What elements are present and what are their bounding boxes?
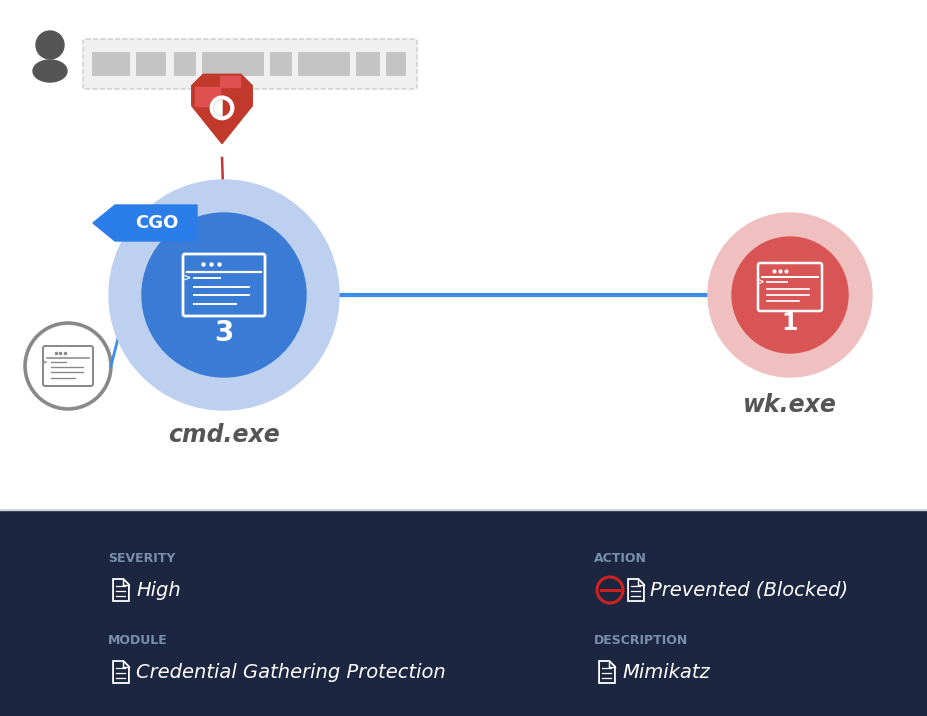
FancyBboxPatch shape: [298, 52, 349, 76]
Text: Prevented (Blocked): Prevented (Blocked): [649, 581, 847, 599]
Bar: [0, 510, 927, 716]
Polygon shape: [192, 74, 252, 144]
FancyBboxPatch shape: [83, 39, 416, 89]
Text: DESCRIPTION: DESCRIPTION: [593, 634, 688, 647]
Circle shape: [36, 31, 64, 59]
Text: ACTION: ACTION: [593, 551, 646, 564]
Polygon shape: [195, 76, 239, 106]
Circle shape: [214, 100, 229, 115]
Circle shape: [25, 323, 111, 409]
FancyBboxPatch shape: [92, 52, 130, 76]
Ellipse shape: [33, 60, 67, 82]
FancyBboxPatch shape: [174, 52, 196, 76]
Text: 1: 1: [781, 311, 797, 335]
Text: CGO: CGO: [135, 214, 179, 232]
Wedge shape: [214, 100, 222, 115]
Circle shape: [108, 180, 338, 410]
Circle shape: [142, 213, 306, 377]
FancyBboxPatch shape: [202, 52, 263, 76]
Text: Credential Gathering Protection: Credential Gathering Protection: [136, 662, 445, 682]
Circle shape: [707, 213, 871, 377]
Text: MODULE: MODULE: [108, 634, 168, 647]
Text: SEVERITY: SEVERITY: [108, 551, 175, 564]
Circle shape: [731, 237, 847, 353]
Text: High: High: [136, 581, 181, 599]
Text: 3: 3: [214, 319, 234, 347]
Text: >: >: [42, 357, 46, 366]
Polygon shape: [93, 205, 197, 241]
FancyBboxPatch shape: [136, 52, 166, 76]
FancyBboxPatch shape: [386, 52, 406, 76]
Circle shape: [28, 326, 108, 406]
Bar: [0, 0, 927, 510]
FancyBboxPatch shape: [270, 52, 292, 76]
Text: wk.exe: wk.exe: [743, 393, 836, 417]
FancyBboxPatch shape: [356, 52, 379, 76]
Text: cmd.exe: cmd.exe: [168, 423, 280, 447]
Text: Mimikatz: Mimikatz: [621, 662, 709, 682]
Text: >: >: [184, 273, 190, 283]
Text: >: >: [756, 276, 762, 286]
Circle shape: [210, 96, 234, 120]
